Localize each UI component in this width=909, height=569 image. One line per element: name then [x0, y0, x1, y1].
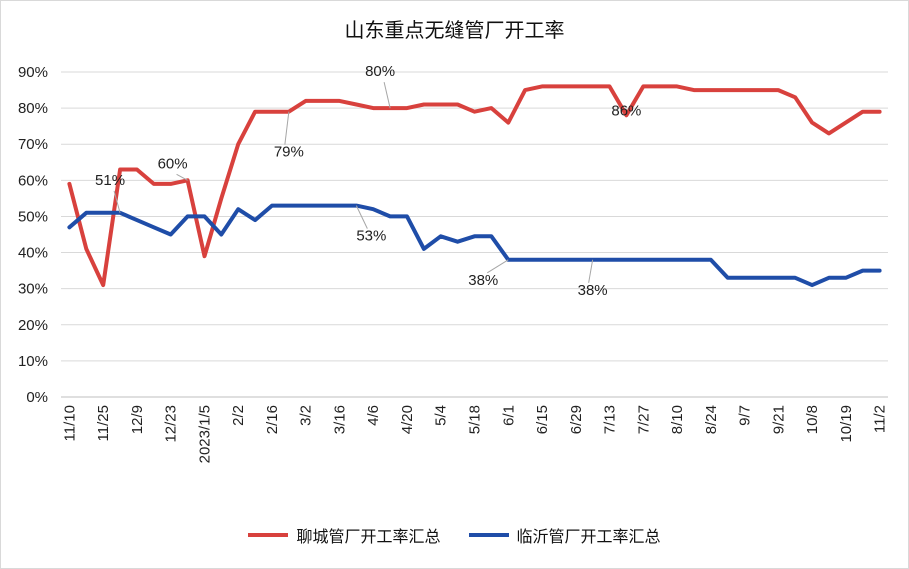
- legend-item-liaocheng: 聊城管厂开工率汇总: [248, 523, 441, 547]
- data-label: 80%: [365, 63, 395, 80]
- x-tick-label: 9/7: [737, 405, 754, 426]
- x-tick-label: 2/16: [264, 405, 281, 434]
- x-tick-label: 6/1: [500, 405, 517, 426]
- series-line-liaocheng: [67, 84, 882, 288]
- x-tick-label: 5/4: [433, 405, 450, 426]
- annotation-leader: [588, 259, 594, 283]
- annotation-leader: [383, 81, 391, 109]
- y-tick-label: 20%: [18, 317, 48, 334]
- y-tick-label: 30%: [18, 281, 48, 298]
- annotation-leader: [176, 173, 188, 181]
- series-line-linyi: [67, 203, 882, 288]
- data-label: 51%: [95, 172, 125, 189]
- x-tick-label: 10/8: [804, 405, 821, 434]
- x-tick-label: 8/10: [669, 405, 686, 434]
- legend-swatch-liaocheng: [248, 533, 289, 537]
- x-tick-label: 2/2: [230, 405, 247, 426]
- y-tick-label: 0%: [26, 389, 48, 406]
- x-tick-label: 11/10: [61, 405, 78, 441]
- x-tick-label: 8/24: [703, 405, 720, 434]
- data-label: 38%: [468, 272, 498, 289]
- x-tick-label: 5/18: [467, 405, 484, 434]
- legend-swatch-linyi: [468, 533, 509, 537]
- data-label: 53%: [356, 228, 386, 245]
- y-tick-label: 90%: [18, 64, 48, 81]
- x-tick-label: 6/15: [534, 405, 551, 434]
- legend-label-linyi: 临沂管厂开工率汇总: [516, 527, 661, 546]
- chart-title: 山东重点无缝管厂开工率: [344, 18, 565, 42]
- data-label: 86%: [611, 102, 641, 119]
- x-tick-label: 6/29: [568, 405, 585, 434]
- legend-item-linyi: 临沂管厂开工率汇总: [468, 523, 661, 547]
- x-tick-label: 11/25: [95, 405, 112, 441]
- x-tick-label: 3/2: [298, 405, 315, 426]
- x-tick-label: 7/13: [602, 405, 619, 434]
- legend: 聊城管厂开工率汇总 临沂管厂开工率汇总: [0, 523, 909, 547]
- data-label: 60%: [158, 155, 188, 172]
- x-tick-label: 4/6: [365, 405, 382, 426]
- annotation-leader: [486, 259, 509, 274]
- x-tick-label: 4/20: [399, 405, 416, 434]
- x-tick-label: 9/21: [770, 405, 787, 434]
- annotation-leader: [284, 111, 290, 145]
- data-label: 38%: [578, 282, 608, 299]
- x-tick-label: 12/23: [163, 405, 180, 443]
- data-label: 79%: [274, 144, 304, 161]
- y-tick-label: 40%: [18, 245, 48, 262]
- y-tick-label: 60%: [18, 172, 48, 189]
- legend-label-liaocheng: 聊城管厂开工率汇总: [296, 527, 441, 546]
- x-tick-label: 11/2: [872, 405, 889, 433]
- y-tick-label: 50%: [18, 208, 48, 225]
- x-tick-label: 3/16: [331, 405, 348, 434]
- annotation-leader: [355, 205, 368, 229]
- annotation-leader: [113, 190, 121, 213]
- y-tick-label: 70%: [18, 136, 48, 153]
- y-tick-label: 80%: [18, 100, 48, 117]
- x-tick-label: 2023/1/5: [196, 405, 213, 463]
- y-tick-label: 10%: [18, 353, 48, 370]
- x-tick-label: 12/9: [129, 405, 146, 434]
- x-tick-label: 10/19: [838, 405, 855, 443]
- x-tick-label: 7/27: [635, 405, 652, 434]
